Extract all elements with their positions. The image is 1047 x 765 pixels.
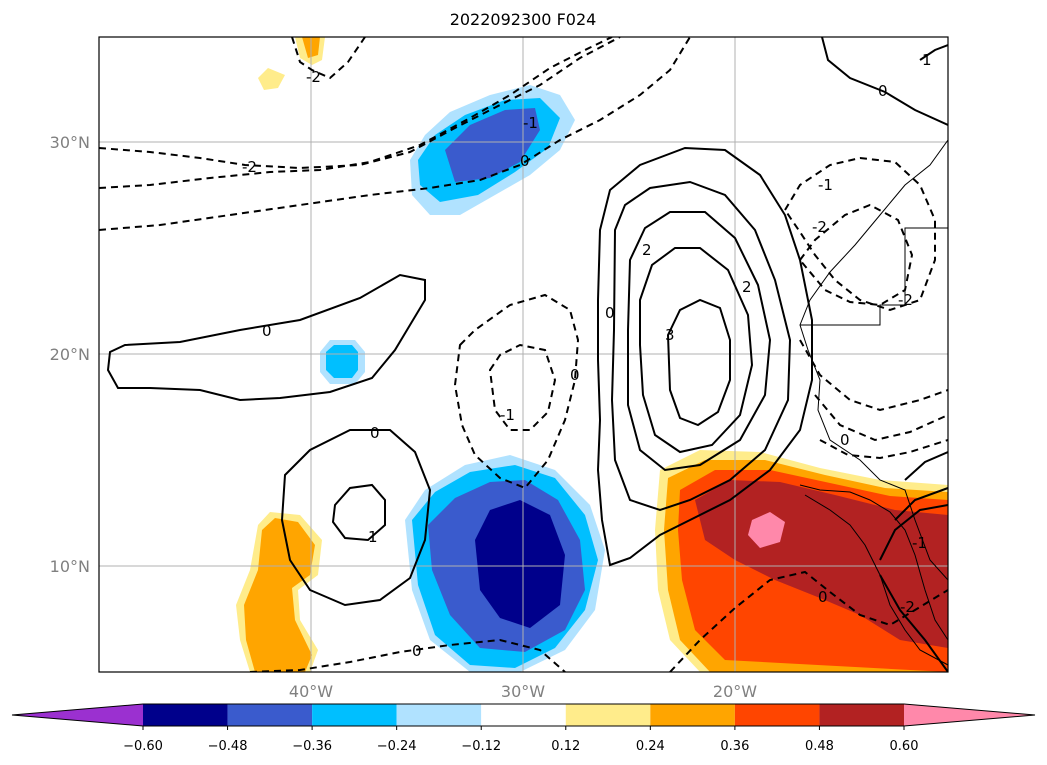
contour-label: 2 [642,241,652,259]
contour-label: 0 [878,82,888,100]
colorbar-bin [565,704,651,726]
colorbar: −0.60 −0.48 −0.36 −0.24 −0.12 0.12 0.24 0.36 0.4… [11,703,1036,754]
lon-label-20w: 20°W [713,682,757,701]
colorbar-tick-label: −0.60 [123,739,163,754]
contour-label: 1 [922,51,932,69]
colorbar-bin [143,704,228,726]
contour-label: 2 [742,278,752,296]
contour-label: 3 [665,326,675,344]
colorbar-bin [819,704,904,726]
contour-label: 1 [368,528,378,546]
colorbar-tick-label: 0.36 [720,739,749,754]
contour-label: 0 [840,431,850,449]
colorbar-bin [227,704,313,726]
colorbar-extend-high [904,704,1035,726]
contour-label: 0 [520,152,530,170]
colorbar-tick-label: 0.60 [890,739,919,754]
colorbar-bin [312,704,397,726]
colorbar-tick-label: 0.24 [636,739,665,754]
contour-labels: -2 -2 -1 0 0 0 -1 0 1 2 3 2 0 -2 -2 -1 0… [242,51,932,660]
lon-label-40w: 40°W [289,682,333,701]
colorbar-bin [650,704,735,726]
colorbar-tick-label: 0.48 [805,739,834,754]
contour-label: 0 [412,642,422,660]
colorbar-tick-label: −0.12 [461,739,501,754]
contour-label: 0 [570,366,580,384]
lat-label-30n: 30°N [50,133,90,152]
contour-label: -2 [898,291,913,309]
contour-label: 0 [605,304,615,322]
contour-label: 0 [818,588,828,606]
contour-label: -1 [500,406,515,424]
contour-label: -2 [900,598,915,616]
contour-label: -2 [812,218,827,236]
contour-label: 0 [262,322,272,340]
lon-label-30w: 30°W [501,682,545,701]
contour-label: -1 [818,176,833,194]
lat-label-20n: 20°N [50,345,90,364]
map-area: -2 -2 -1 0 0 0 -1 0 1 2 3 2 0 -2 -2 -1 0… [99,37,948,672]
colorbar-bin [734,704,820,726]
contour-label: -1 [912,534,927,552]
contour-label: -1 [523,114,538,132]
contour-label: -2 [306,68,321,86]
colorbar-bin [481,704,566,726]
contour-label: -2 [242,158,257,176]
contour-lines [99,37,948,672]
graticule [99,37,948,672]
map-frame [98,36,949,673]
colorbar-tick-label: −0.36 [292,739,332,754]
colorbar-tick-label: −0.48 [208,739,248,754]
colorbar-bin [396,704,482,726]
figure-title: 2022092300 F024 [450,10,597,29]
colorbar-tick-label: −0.24 [377,739,417,754]
colorbar-tick-label: 0.12 [551,739,580,754]
lat-label-10n: 10°N [50,557,90,576]
longitude-labels: 40°W 30°W 20°W [289,682,757,701]
colorbar-extend-low [12,704,143,726]
contour-label: 0 [370,424,380,442]
latitude-labels: 30°N 20°N 10°N [50,133,90,576]
